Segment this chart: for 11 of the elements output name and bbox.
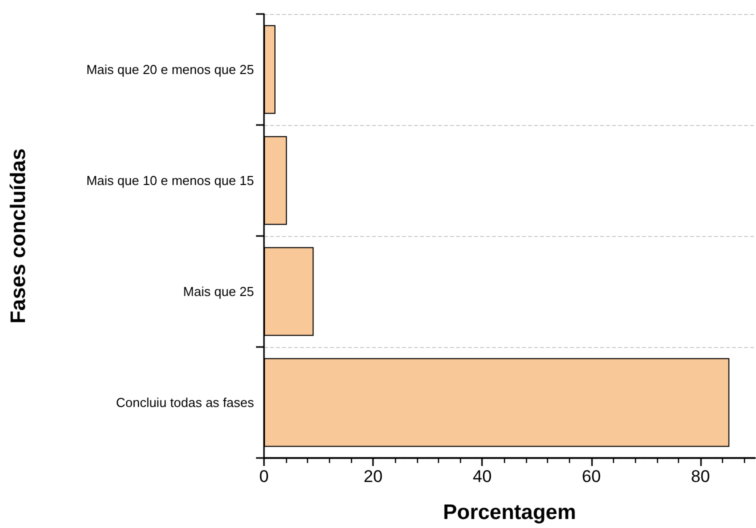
x-tick-label: 40: [472, 467, 492, 486]
y-tick-label: Mais que 25: [183, 284, 254, 299]
y-tick-label: Mais que 20 e menos que 25: [86, 62, 254, 77]
x-tick-label: 20: [364, 467, 383, 486]
y-tick-label: Mais que 10 e menos que 15: [86, 173, 254, 188]
x-tick-label: 80: [690, 467, 710, 486]
x-tick-label: 0: [259, 467, 269, 486]
x-tick-label: 60: [582, 467, 601, 486]
x-axis-title: Porcentagem: [442, 501, 576, 524]
y-axis-title: Fases concluídas: [7, 148, 30, 324]
y-tick-label: Concluiu todas as fases: [116, 395, 254, 410]
